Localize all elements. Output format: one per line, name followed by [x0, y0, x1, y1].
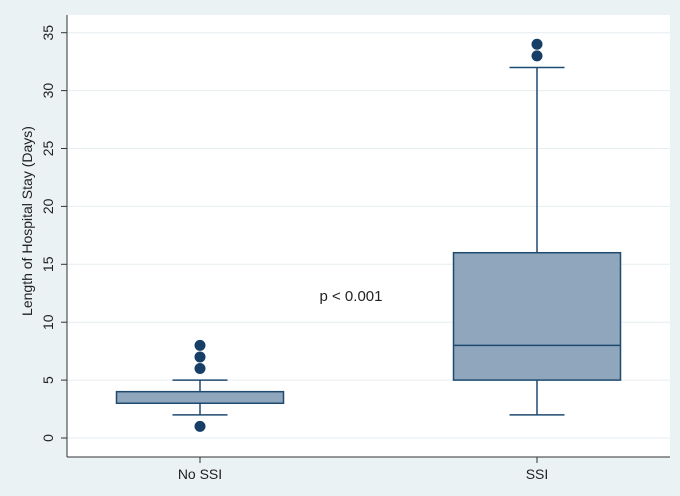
- box-marks: [115, 38, 622, 432]
- y-tick-label: 15: [40, 256, 56, 272]
- outlier-point: [531, 50, 543, 62]
- p-value-annotation: p < 0.001: [320, 288, 383, 305]
- x-tick-label: SSI: [526, 466, 549, 482]
- y-tick-label: 10: [40, 314, 56, 330]
- outlier-point: [194, 351, 206, 363]
- iqr-box: [115, 390, 285, 405]
- y-axis-label: Length of Hospital Stay (Days): [19, 126, 35, 316]
- iqr-box: [452, 251, 622, 381]
- outlier-point: [194, 363, 206, 375]
- y-tick-label: 20: [40, 198, 56, 214]
- y-tick-label: 0: [40, 434, 56, 442]
- outlier-point: [194, 339, 206, 351]
- axes: 0 5 10 15 20 25 30 35 No SSI SSI: [40, 15, 670, 482]
- y-tick-label: 25: [40, 141, 56, 157]
- x-tick-label: No SSI: [178, 466, 222, 482]
- y-tick-label: 30: [40, 83, 56, 99]
- plot-area: [67, 15, 670, 457]
- outlier-point: [531, 38, 543, 50]
- box-group: [452, 38, 622, 416]
- y-tick-label: 35: [40, 25, 56, 41]
- outlier-point: [194, 420, 206, 432]
- y-tick-label: 5: [40, 376, 56, 384]
- box-group: [115, 339, 285, 432]
- grid-lines: [67, 32, 670, 439]
